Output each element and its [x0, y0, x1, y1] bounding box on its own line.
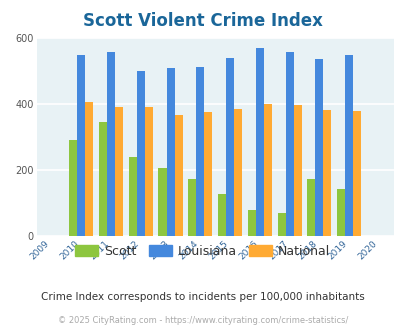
Text: © 2025 CityRating.com - https://www.cityrating.com/crime-statistics/: © 2025 CityRating.com - https://www.city…: [58, 316, 347, 325]
Bar: [226, 58, 234, 236]
Bar: [99, 122, 107, 236]
Bar: [115, 107, 123, 236]
Bar: [234, 109, 241, 236]
Bar: [85, 102, 93, 236]
Bar: [188, 179, 196, 236]
Bar: [158, 168, 166, 236]
Text: Crime Index corresponds to incidents per 100,000 inhabitants: Crime Index corresponds to incidents per…: [41, 292, 364, 302]
Bar: [136, 71, 145, 236]
Bar: [255, 48, 263, 236]
Bar: [263, 104, 271, 236]
Bar: [352, 111, 360, 236]
Bar: [247, 210, 255, 236]
Bar: [77, 55, 85, 236]
Bar: [285, 52, 293, 236]
Bar: [293, 105, 301, 236]
Bar: [336, 189, 344, 236]
Legend: Scott, Louisiana, National: Scott, Louisiana, National: [70, 240, 335, 263]
Bar: [69, 140, 77, 236]
Bar: [315, 59, 323, 236]
Bar: [217, 194, 226, 236]
Bar: [344, 55, 352, 236]
Bar: [323, 110, 330, 236]
Bar: [107, 52, 115, 236]
Text: Scott Violent Crime Index: Scott Violent Crime Index: [83, 12, 322, 30]
Bar: [277, 213, 285, 236]
Bar: [128, 157, 136, 236]
Bar: [174, 115, 182, 236]
Bar: [307, 179, 315, 236]
Bar: [145, 107, 152, 236]
Bar: [166, 68, 174, 236]
Bar: [196, 67, 204, 236]
Bar: [204, 112, 212, 236]
